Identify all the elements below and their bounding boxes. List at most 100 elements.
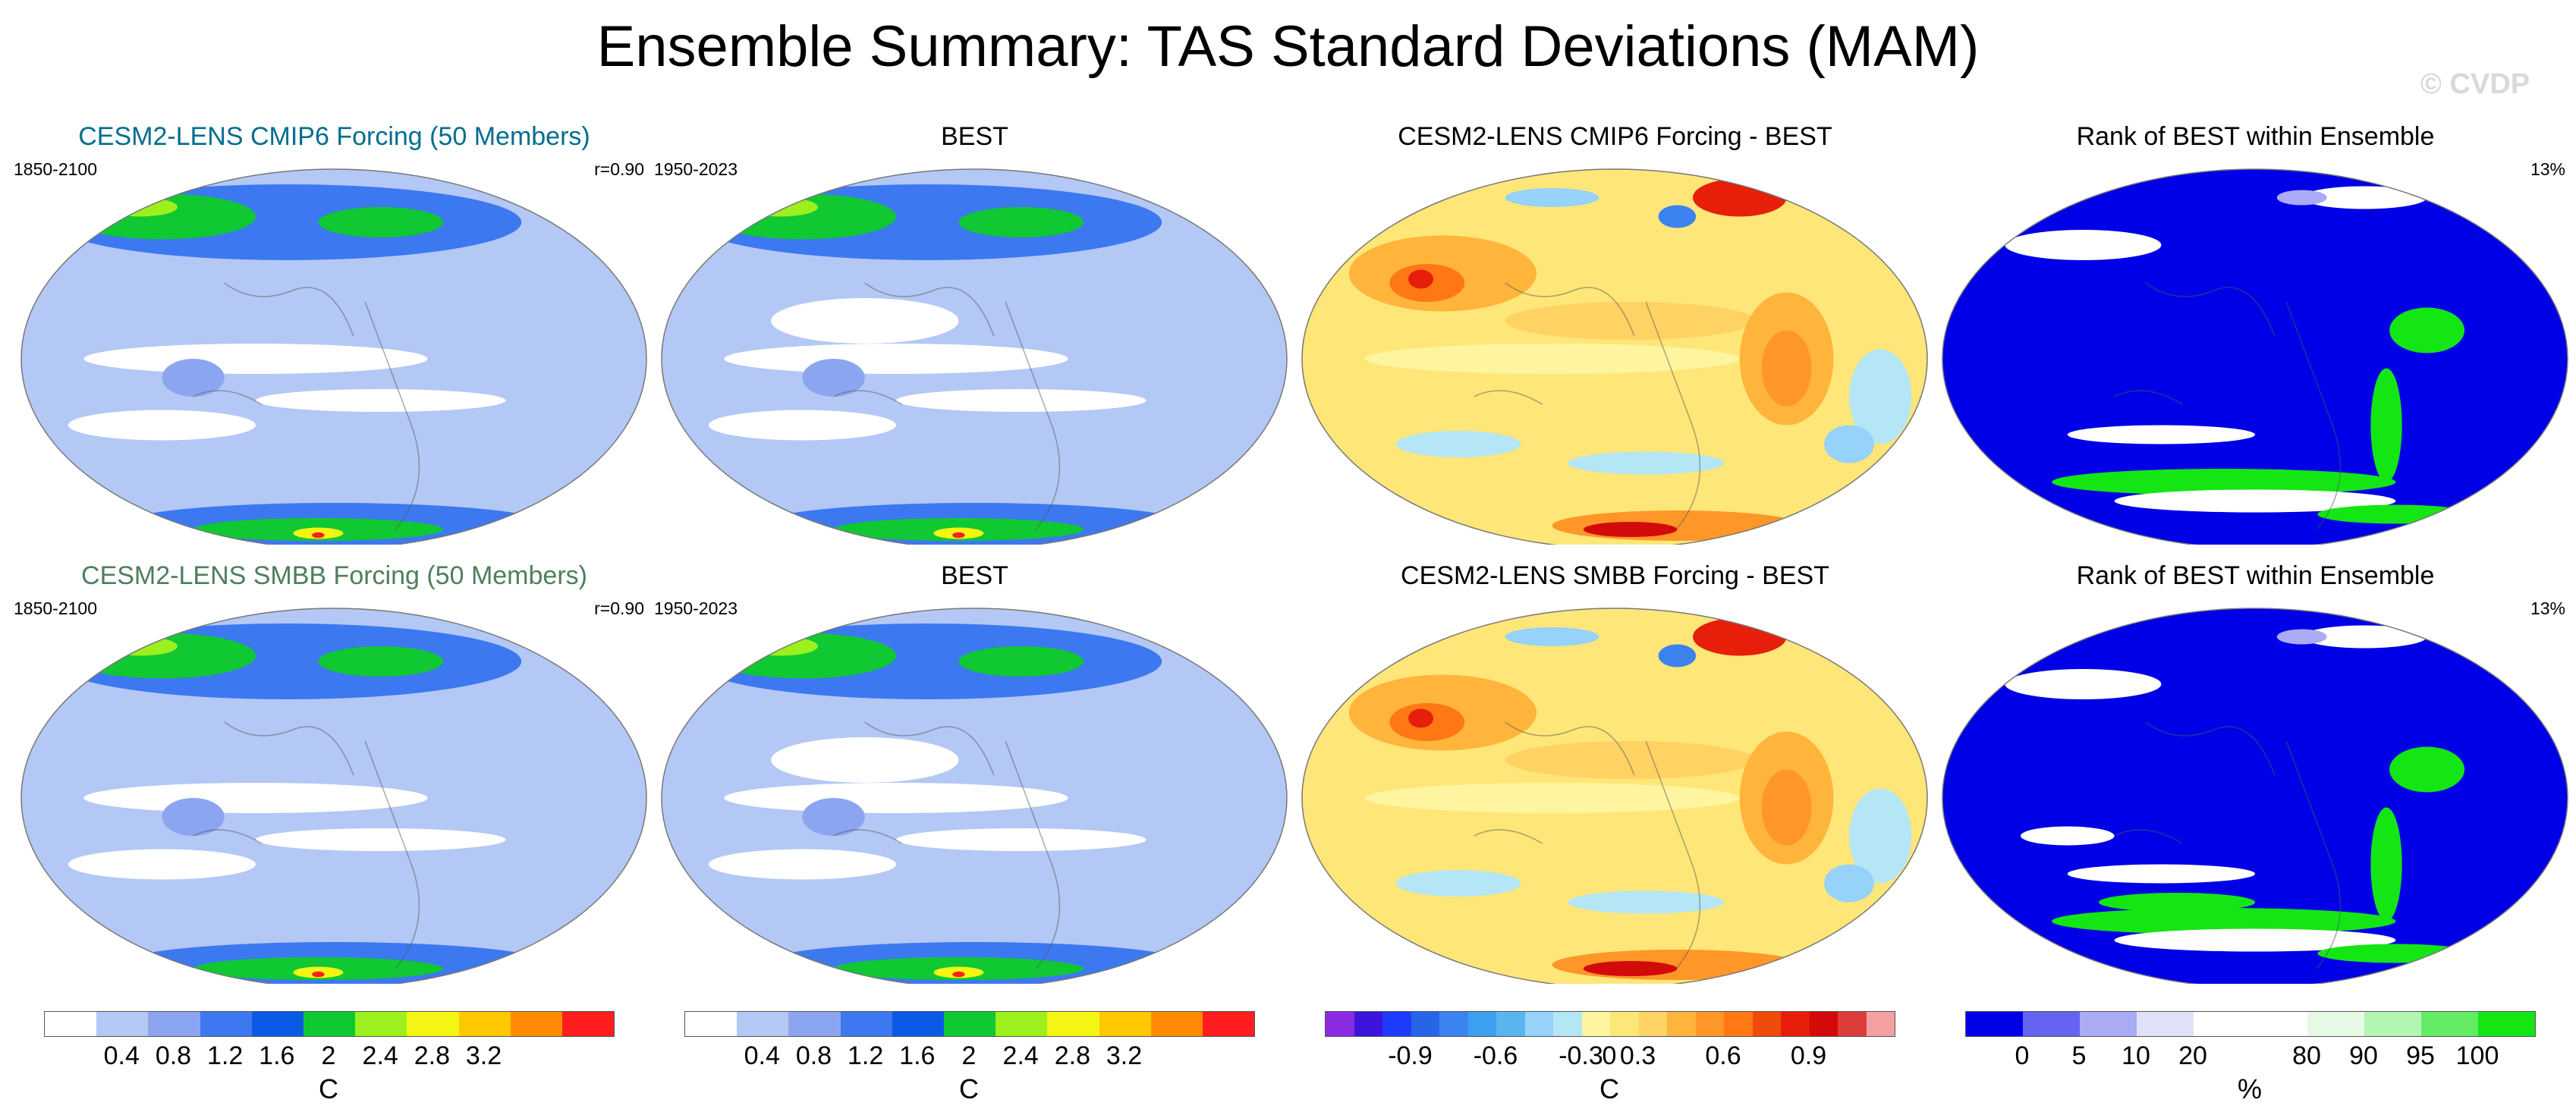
field-contour (1942, 608, 2568, 984)
colorbar-swatch (1524, 1012, 1553, 1036)
field-contour (2276, 629, 2327, 645)
colorbar-swatch (1099, 1012, 1151, 1036)
field-contour (1505, 741, 1756, 779)
field-contour (1364, 783, 1740, 813)
colorbar-tick-label: 2.4 (362, 1041, 398, 1070)
colorbar-tick-label: 1.2 (847, 1041, 884, 1070)
field-contour (1693, 617, 1787, 656)
colorbar-swatch (45, 1012, 97, 1036)
field-contour (2052, 469, 2396, 495)
global-map (1942, 168, 2568, 545)
map-panel: Rank of BEST within Ensemble 13% (1935, 559, 2576, 984)
field-contour (1505, 188, 1599, 207)
colorbar-swatch (251, 1012, 304, 1036)
field-contour (312, 532, 325, 539)
field-contour (1568, 890, 1725, 914)
field-contour (68, 410, 256, 441)
field-contour (2301, 625, 2427, 649)
colorbar-tick-label: 2.8 (414, 1041, 450, 1070)
colorbar-tick-label: 10 (2122, 1041, 2150, 1070)
colorbar-tick-label: 3.2 (465, 1041, 502, 1070)
colorbar-swatch (1467, 1012, 1496, 1036)
colorbar-tick-label: -0.9 (1388, 1041, 1433, 1070)
colorbar-swatch (510, 1012, 562, 1036)
colorbar-swatches (44, 1011, 615, 1037)
field-contour (958, 207, 1084, 237)
panel-title: CESM2-LENS SMBB Forcing (50 Members) (81, 561, 587, 590)
coastline (833, 282, 1061, 530)
colorbar-tick-label: 0.3 (1619, 1041, 1656, 1070)
field-contour (724, 344, 1068, 374)
colorbar-unit: C (1599, 1073, 1619, 1104)
colorbar-tick-label: 100 (2455, 1041, 2499, 1070)
map-panel: Rank of BEST within Ensemble 13% (1935, 120, 2576, 545)
global-map (1942, 608, 2568, 984)
map-border (661, 608, 1288, 984)
colorbar-swatch (1638, 1012, 1667, 1036)
field-contour (1824, 425, 1874, 463)
field-contour (1505, 627, 1599, 646)
colorbar-tick-label: 1.2 (206, 1041, 244, 1070)
colorbar-swatch (407, 1012, 459, 1036)
field-contour (1583, 961, 1678, 976)
coastline (1474, 721, 1701, 969)
field-contour (802, 359, 865, 397)
colorbar-unit: C (319, 1073, 338, 1104)
map-panel: CESM2-LENS SMBB Forcing (50 Members) 1850… (14, 559, 655, 984)
colorbar-swatch (1752, 1012, 1781, 1036)
colorbar: -0.9 -0.6 -0.3 0 0.3 0.6 0.9 C (1325, 1011, 1901, 1110)
map-panel: BEST 1950-2023 (654, 120, 1295, 545)
panel-title: Rank of BEST within Ensemble (2076, 561, 2435, 590)
field-contour (896, 828, 1146, 851)
field-contour (2370, 368, 2402, 482)
colorbar-swatch (1439, 1012, 1468, 1036)
colorbar-swatch (788, 1012, 841, 1036)
colorbar-swatch (1667, 1012, 1696, 1036)
field-contour (2052, 908, 2396, 934)
field-contour (2317, 944, 2474, 963)
colorbar-tick-label: 2.8 (1054, 1041, 1090, 1070)
global-map (1301, 168, 1928, 545)
global-map (661, 168, 1288, 545)
field-contour (1408, 708, 1434, 728)
colorbar: 0.4 0.8 1.2 1.6 2 2.4 2.8 3.2 C (684, 1011, 1261, 1110)
period-label: 1950-2023 (654, 598, 738, 618)
field-contour (1849, 349, 1912, 444)
map-border (661, 168, 1288, 545)
colorbar: 0 5 10 20 80 90 95 100% (1965, 1011, 2542, 1110)
field-contour (312, 971, 325, 978)
colorbar-tick-label: 0.8 (795, 1041, 832, 1070)
colorbar-swatch (561, 1012, 615, 1036)
colorbar-swatch (1581, 1012, 1610, 1036)
colorbar-swatch (1354, 1012, 1382, 1036)
map-panel: CESM2-LENS CMIP6 Forcing - BEST (1294, 120, 1936, 545)
coastline (2114, 282, 2342, 530)
field-contour (2099, 893, 2255, 912)
panel-title: BEST (941, 561, 1008, 590)
field-contour (708, 410, 896, 441)
field-contour (2389, 746, 2465, 793)
colorbar-tick-label: 20 (2178, 1041, 2207, 1070)
field-contour (718, 617, 744, 630)
colorbar-swatch (1724, 1012, 1753, 1036)
field-contour (68, 849, 256, 880)
field-contour (743, 636, 818, 656)
stat-label: 13% (2530, 598, 2565, 618)
coastline (193, 721, 420, 969)
colorbar-swatch (1382, 1012, 1411, 1036)
colorbar-tick-label: 95 (2406, 1041, 2435, 1070)
field-contour (1849, 788, 1912, 884)
colorbar-tick-label: 0 (1602, 1041, 1617, 1070)
field-contour (1761, 769, 1812, 846)
map-border (1301, 608, 1928, 984)
field-contour (2067, 864, 2255, 884)
colorbar-tick-label: 5 (2071, 1041, 2087, 1070)
colorbar-swatch (1202, 1012, 1255, 1036)
colorbar-tick-label: 0 (2015, 1041, 2030, 1070)
field-contour (952, 532, 965, 539)
field-contour (2317, 504, 2474, 524)
colorbar-swatch (892, 1012, 944, 1036)
colorbar-swatch (1695, 1012, 1724, 1036)
period-label: 1950-2023 (654, 159, 738, 179)
global-map (1301, 608, 1928, 984)
